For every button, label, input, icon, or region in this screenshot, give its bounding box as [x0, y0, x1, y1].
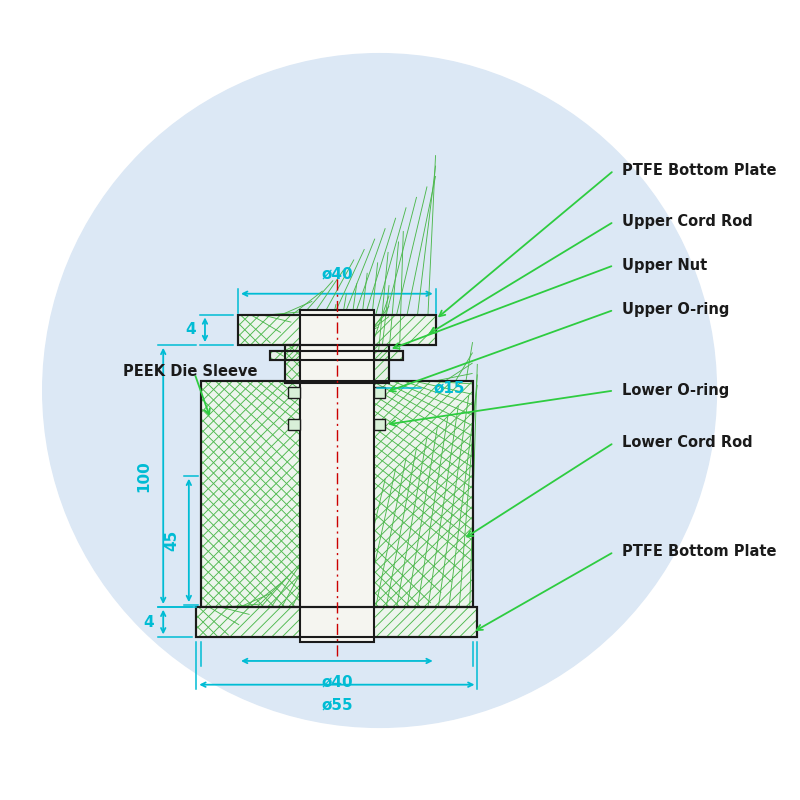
Bar	[270, 350, 403, 360]
Bar	[300, 310, 374, 642]
Bar	[201, 381, 473, 607]
Text: 4: 4	[186, 322, 196, 338]
Text: 45: 45	[164, 530, 179, 551]
Text: 4: 4	[144, 614, 154, 630]
Bar	[238, 314, 435, 345]
Text: PTFE Bottom Plate: PTFE Bottom Plate	[622, 544, 776, 559]
Text: PTFE Bottom Plate: PTFE Bottom Plate	[622, 163, 776, 178]
Text: 100: 100	[137, 460, 152, 492]
Bar	[374, 386, 386, 398]
Text: ø40: ø40	[321, 266, 353, 282]
Bar	[201, 381, 473, 607]
Bar	[197, 607, 478, 638]
Text: Upper Cord Rod: Upper Cord Rod	[622, 214, 752, 229]
Text: EQ: EQ	[298, 380, 451, 477]
Circle shape	[42, 54, 717, 727]
Text: Lower O-ring: Lower O-ring	[622, 383, 729, 398]
Bar	[285, 345, 389, 383]
Bar	[238, 314, 435, 345]
Bar	[374, 419, 386, 430]
Bar	[285, 345, 389, 383]
Bar	[289, 386, 300, 398]
Bar	[197, 607, 478, 638]
Text: Lower Cord Rod: Lower Cord Rod	[622, 435, 752, 450]
Text: ø40: ø40	[321, 674, 353, 690]
Text: Upper Nut: Upper Nut	[622, 258, 707, 273]
Text: ø15: ø15	[434, 380, 465, 395]
Text: PEEK Die Sleeve: PEEK Die Sleeve	[123, 364, 258, 379]
Bar	[270, 350, 403, 360]
Text: ø55: ø55	[321, 698, 353, 713]
Bar	[289, 419, 300, 430]
Text: Upper O-ring: Upper O-ring	[622, 302, 729, 318]
